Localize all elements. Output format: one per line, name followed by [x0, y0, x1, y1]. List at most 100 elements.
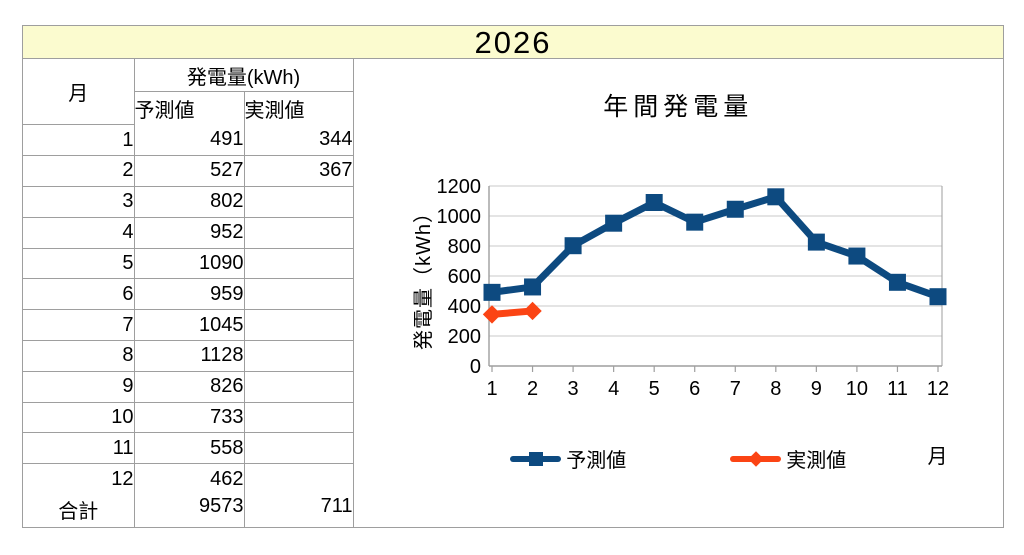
actual-header-cell: 実測値 [243, 91, 354, 125]
forecast-cell: 826 [133, 370, 245, 403]
month-cell: 11 [23, 432, 135, 465]
forecast-cell: 952 [133, 216, 245, 249]
x-tick-label: 1 [486, 378, 497, 400]
x-tick-label: 9 [810, 378, 821, 400]
forecast-cell: 491 [133, 124, 245, 157]
x-tick-label: 12 [926, 378, 948, 400]
table-row: 6 959 [23, 278, 354, 311]
diamond-marker-icon [747, 450, 764, 467]
month-cell: 10 [23, 401, 135, 434]
table-row: 2 527 367 [23, 155, 354, 187]
actual-cell [243, 401, 354, 434]
legend-label-actual: 実測値 [786, 450, 847, 472]
actual-cell [243, 432, 354, 465]
x-tick-label: 3 [567, 378, 578, 400]
actual-cell [243, 340, 354, 372]
month-cell: 3 [23, 185, 135, 218]
forecast-cell: 802 [133, 185, 245, 218]
forecast-cell: 1090 [133, 247, 245, 280]
total-row: 合計 9573 711 [23, 494, 354, 527]
table-row: 1 491 344 [23, 124, 354, 157]
chart-title: 年間発電量 [603, 93, 754, 121]
actual-cell [243, 247, 354, 280]
table-row: 12 462 [23, 463, 354, 495]
y-tick-label: 600 [447, 266, 480, 288]
month-cell: 5 [23, 247, 135, 280]
month-cell: 2 [23, 155, 135, 187]
forecast-cell: 1128 [133, 340, 245, 372]
forecast-cell: 1045 [133, 309, 245, 341]
month-cell: 7 [23, 309, 135, 341]
y-tick-label: 1000 [436, 206, 481, 228]
month-cell: 1 [23, 124, 135, 157]
table-row: 8 1128 [23, 340, 354, 372]
y-axis-label: 発電量（kWh） [412, 202, 435, 350]
actual-cell: 344 [243, 124, 354, 157]
month-cell: 12 [23, 463, 135, 495]
y-tick-label: 200 [447, 326, 480, 348]
table-row: 9 826 [23, 370, 354, 403]
marker-square [888, 273, 906, 291]
marker-square [483, 283, 501, 301]
marker-diamond [482, 305, 501, 324]
x-tick-label: 4 [608, 378, 619, 400]
square-marker-icon [528, 451, 543, 466]
table-row: 5 1090 [23, 247, 354, 280]
marker-square [564, 237, 582, 255]
total-actual-cell: 711 [243, 494, 354, 527]
marker-square [766, 188, 784, 206]
month-cell: 8 [23, 340, 135, 372]
actual-line-swatch [730, 448, 782, 470]
y-tick-label: 0 [469, 356, 480, 378]
actual-cell [243, 185, 354, 218]
forecast-cell: 527 [133, 155, 245, 187]
marker-square [847, 247, 865, 265]
total-forecast-cell: 9573 [133, 494, 245, 527]
y-tick-label: 1200 [436, 176, 481, 198]
marker-square [604, 214, 622, 232]
chart-legend: 予測値 実測値 [354, 444, 1003, 473]
month-cell: 4 [23, 216, 135, 249]
month-header-cell: 月 [23, 59, 135, 126]
table-body: 1 491 344 2 527 367 3 802 4 952 [23, 124, 354, 495]
marker-square [807, 233, 825, 251]
y-tick-label: 800 [447, 236, 480, 258]
series-line-予測値 [491, 192, 939, 300]
group-header-cell: 発電量(kWh) [133, 59, 354, 93]
marker-square [726, 200, 744, 218]
forecast-line-swatch [510, 448, 562, 470]
sheet-content: 月 発電量(kWh) 予測値 実測値 1 491 344 2 527 367 3 [23, 59, 1003, 527]
x-tick-label: 11 [887, 378, 908, 400]
legend-item-forecast: 予測値 [510, 444, 626, 473]
x-tick-label: 5 [648, 378, 659, 400]
table-row: 3 802 [23, 185, 354, 218]
table-row: 7 1045 [23, 309, 354, 341]
forecast-cell: 462 [133, 463, 245, 495]
marker-diamond [522, 301, 542, 321]
y-tick-label: 400 [447, 296, 480, 318]
month-cell: 6 [23, 278, 135, 311]
x-tick-label: 2 [526, 378, 537, 400]
marker-square [523, 278, 541, 296]
marker-square [929, 288, 947, 306]
sheet-frame: 2026 月 発電量(kWh) 予測値 実測値 1 491 344 2 527 [22, 25, 1004, 528]
month-cell: 9 [23, 370, 135, 403]
table-row: 11 558 [23, 432, 354, 465]
actual-cell [243, 309, 354, 341]
marker-square [645, 194, 663, 211]
actual-cell [243, 216, 354, 249]
year-title-bar: 2026 [23, 26, 1003, 59]
x-axis-label: 月 [927, 446, 948, 468]
table-row: 4 952 [23, 216, 354, 249]
total-label-cell: 合計 [23, 494, 135, 527]
actual-cell [243, 370, 354, 403]
x-tick-label: 10 [845, 378, 867, 400]
generation-table: 月 発電量(kWh) 予測値 実測値 1 491 344 2 527 367 3 [23, 59, 354, 527]
actual-cell: 367 [243, 155, 354, 187]
x-tick-label: 8 [770, 378, 781, 400]
x-tick-label: 6 [689, 378, 700, 400]
table-row: 10 733 [23, 401, 354, 434]
legend-item-actual: 実測値 [730, 444, 846, 473]
chart-area: 年間発電量 0 200 400 600 800 1000 1200 1 2 3 4 5 6 7 8 9 10 11… [354, 59, 1003, 527]
